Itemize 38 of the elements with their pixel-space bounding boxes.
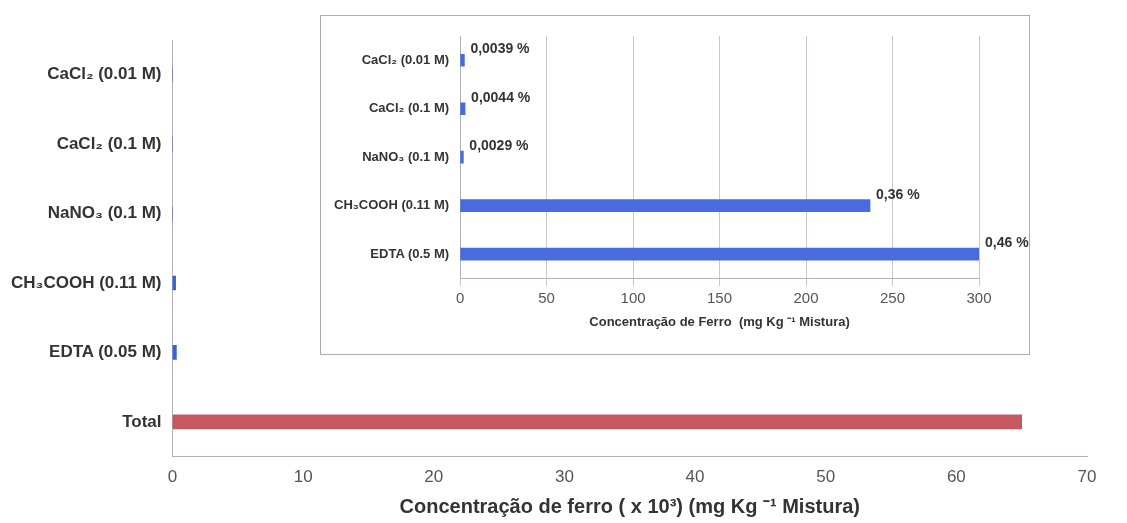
x-tick-label: 30 bbox=[554, 467, 574, 487]
bar bbox=[172, 414, 1023, 430]
x-tick-label: 50 bbox=[816, 467, 836, 487]
annotation: 0,36 % bbox=[876, 185, 921, 202]
x-tick-label: 100 bbox=[620, 288, 646, 306]
annotation: 0,0029 % bbox=[469, 137, 530, 154]
annotation: 0,0039 % bbox=[470, 40, 531, 57]
y-tick-label: NaNO₃ (0.1 M) bbox=[47, 203, 162, 223]
annotation: 0,0044 % bbox=[471, 88, 531, 105]
x-axis-title: Concentração de Ferro (mg Kg ⁻¹ Mistura) bbox=[589, 313, 850, 329]
bar bbox=[172, 345, 177, 360]
x-tick-label: 300 bbox=[966, 288, 992, 306]
y-tick-label: CH₃COOH (0.11 M) bbox=[333, 197, 450, 213]
y-tick-label: CaCl₂ (0.1 M) bbox=[56, 133, 162, 153]
y-tick-label: CaCl₂ (0.01 M) bbox=[47, 64, 162, 84]
x-tick-label: 40 bbox=[685, 467, 705, 487]
x-tick-label: 70 bbox=[1077, 467, 1097, 487]
bar bbox=[460, 53, 465, 67]
y-tick-label: CaCl₂ (0.1 M) bbox=[368, 100, 450, 116]
x-axis-title: Concentração de ferro ( x 10³) (mg Kg ⁻¹ Mistura) bbox=[399, 494, 860, 517]
y-tick-label: NaNO₃ (0.1 M) bbox=[362, 148, 450, 164]
x-tick-label: 250 bbox=[880, 288, 906, 306]
x-tick-label: 20 bbox=[424, 467, 444, 487]
y-tick-label: Total bbox=[122, 411, 162, 431]
bar bbox=[460, 247, 979, 261]
x-tick-label: 0 bbox=[455, 288, 465, 306]
y-tick-label: CH₃COOH (0.11 M) bbox=[10, 272, 162, 292]
x-tick-label: 0 bbox=[167, 467, 178, 487]
x-tick-label: 200 bbox=[793, 288, 819, 306]
x-tick-label: 50 bbox=[538, 288, 555, 306]
x-tick-label: 10 bbox=[293, 467, 313, 487]
bar bbox=[460, 199, 871, 213]
y-tick-label: EDTA (0.5 M) bbox=[370, 245, 450, 261]
x-tick-label: 150 bbox=[707, 288, 733, 306]
x-tick-label: 60 bbox=[946, 467, 966, 487]
annotation: 0,46 % bbox=[985, 234, 1030, 251]
y-tick-label: CaCl₂ (0.01 M) bbox=[361, 51, 450, 67]
y-tick-label: EDTA (0.05 M) bbox=[49, 342, 162, 362]
